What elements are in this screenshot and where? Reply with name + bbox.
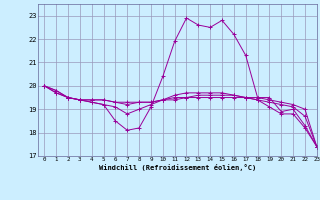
- X-axis label: Windchill (Refroidissement éolien,°C): Windchill (Refroidissement éolien,°C): [99, 164, 256, 171]
